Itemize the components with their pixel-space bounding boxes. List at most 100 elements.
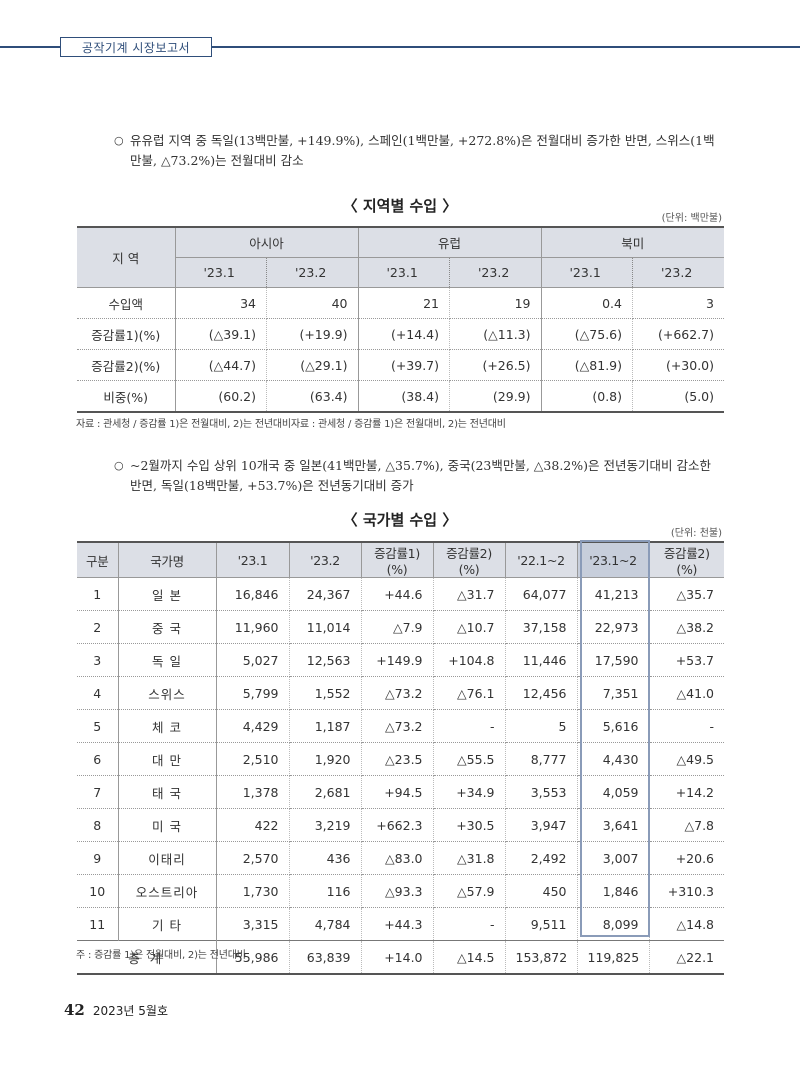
country-name-cell: 태 국 [118,775,217,809]
table-cell: 5 [505,709,578,743]
group-header-northamerica: 북미 [541,227,724,258]
bullet-icon: ○ [114,134,124,147]
rank-cell: 9 [77,841,119,875]
group-header-asia: 아시아 [175,227,359,258]
table-cell: +53.7 [649,643,724,677]
country-name-cell: 중 국 [118,610,217,644]
table-cell: (0.8) [541,380,633,412]
table-cell: 1,552 [289,676,362,710]
period-header: '23.1 [541,257,633,288]
table-cell: △10.7 [433,610,506,644]
table-cell: - [649,709,724,743]
table-cell: 11,960 [216,610,290,644]
rank-cell: 5 [77,709,119,743]
paragraph-text: ~2월까지 수입 상위 10개국 중 일본(41백만불, △35.7%), 중국… [130,458,711,493]
paragraph-europe: ○ 유유럽 지역 중 독일(13백만불, +149.9%), 스페인(1백만불,… [114,131,724,171]
table-cell: △73.2 [361,676,434,710]
table-cell: △14.8 [649,907,724,941]
table-cell: (+30.0) [632,349,724,381]
table-cell: 37,158 [505,610,578,644]
region-header: 지 역 [77,227,176,288]
table-cell: △57.9 [433,874,506,908]
region-table-unit: (단위: 백만불) [661,213,722,224]
total-row: 총 계 55,986 63,839 +14.0 △14.5 153,872 11… [77,940,724,974]
table-cell: (△29.1) [266,349,359,381]
table-cell: 3,553 [505,775,578,809]
paragraph-text: 유유럽 지역 중 독일(13백만불, +149.9%), 스페인(1백만불, +… [130,133,715,168]
rank-cell: 6 [77,742,119,776]
table-cell: 1,730 [216,874,290,908]
table-cell: +44.3 [361,907,434,941]
table-cell: (29.9) [449,380,542,412]
table-row: 4 스위스 5,799 1,552 △73.2 △76.1 12,456 7,351 △41.0 [77,676,724,710]
table-cell: - [433,709,506,743]
column-header: 증감률2)(%) [649,542,724,578]
table-row: 증감률1)(%) (△39.1) (+19.9) (+14.4) (△11.3)… [77,318,724,350]
table-cell: 119,825 [577,940,650,974]
rank-cell: 4 [77,676,119,710]
country-name-cell: 이태리 [118,841,217,875]
table-cell: (+662.7) [632,318,724,350]
table-cell: △49.5 [649,742,724,776]
table-cell: (+14.4) [358,318,450,350]
table-cell: 9,511 [505,907,578,941]
rank-cell: 2 [77,610,119,644]
table-cell: △7.9 [361,610,434,644]
table-cell: 4,784 [289,907,362,941]
paragraph-top10: ○ ~2월까지 수입 상위 10개국 중 일본(41백만불, △35.7%), … [114,456,724,496]
table-cell: 8,099 [577,907,650,941]
region-import-table: 지 역 아시아 유럽 북미 '23.1 '23.2 '23.1 '23.2 '2… [77,226,724,413]
table-cell: +20.6 [649,841,724,875]
table-cell: △41.0 [649,676,724,710]
table-cell: (+39.7) [358,349,450,381]
row-label: 증감률2)(%) [77,349,176,381]
table-cell: 5,616 [577,709,650,743]
table-cell: △93.3 [361,874,434,908]
column-header: 증감률2)(%) [433,542,506,578]
table-cell: +14.0 [361,940,434,974]
page-number: 42 [64,1001,85,1019]
table-cell: +14.2 [649,775,724,809]
country-name-cell: 기 타 [118,907,217,941]
table-cell: (△39.1) [175,318,267,350]
table-cell: 4,429 [216,709,290,743]
table-cell: 2,570 [216,841,290,875]
table-cell: 63,839 [289,940,362,974]
table-cell: 116 [289,874,362,908]
period-header: '23.1 [175,257,267,288]
table-cell: +662.3 [361,808,434,842]
country-name-cell: 스위스 [118,676,217,710]
table-cell: 2,510 [216,742,290,776]
rank-cell: 1 [77,577,119,611]
table-cell: 436 [289,841,362,875]
table-cell: 2,681 [289,775,362,809]
table-cell: △7.8 [649,808,724,842]
bullet-icon: ○ [114,459,124,472]
rank-cell: 11 [77,907,119,941]
table-cell: (5.0) [684,388,714,404]
table-row: 증감률2)(%) (△44.7) (△29.1) (+39.7) (+26.5)… [77,349,724,381]
table-cell: 34 [175,287,267,319]
issue-label: 2023년 5월호 [92,1004,168,1018]
table-cell: 5,799 [216,676,290,710]
country-name-cell: 독 일 [118,643,217,677]
table-cell: 19 [449,287,542,319]
column-header: 구분 [77,542,119,578]
rank-cell: 10 [77,874,119,908]
column-header: 증감률1)(%) [361,542,434,578]
row-label: 비중(%) [77,380,176,412]
report-title: 공작기계 시장보고서 [60,37,212,57]
table-cell: 11,446 [505,643,578,677]
table-cell: 3 [632,287,724,319]
country-table-title: 〈 국가별 수입 〉 [342,511,458,529]
table-cell: △83.0 [361,841,434,875]
table-cell: 22,973 [577,610,650,644]
table-cell: (△44.7) [175,349,267,381]
table-row: 10 오스트리아 1,730 116 △93.3 △57.9 450 1,846 +310.3 [77,874,724,908]
table-cell: +94.5 [361,775,434,809]
rank-cell: 3 [77,643,119,677]
table-cell: 3,007 [577,841,650,875]
table-cell: 11,014 [289,610,362,644]
country-name-cell: 오스트리아 [118,874,217,908]
